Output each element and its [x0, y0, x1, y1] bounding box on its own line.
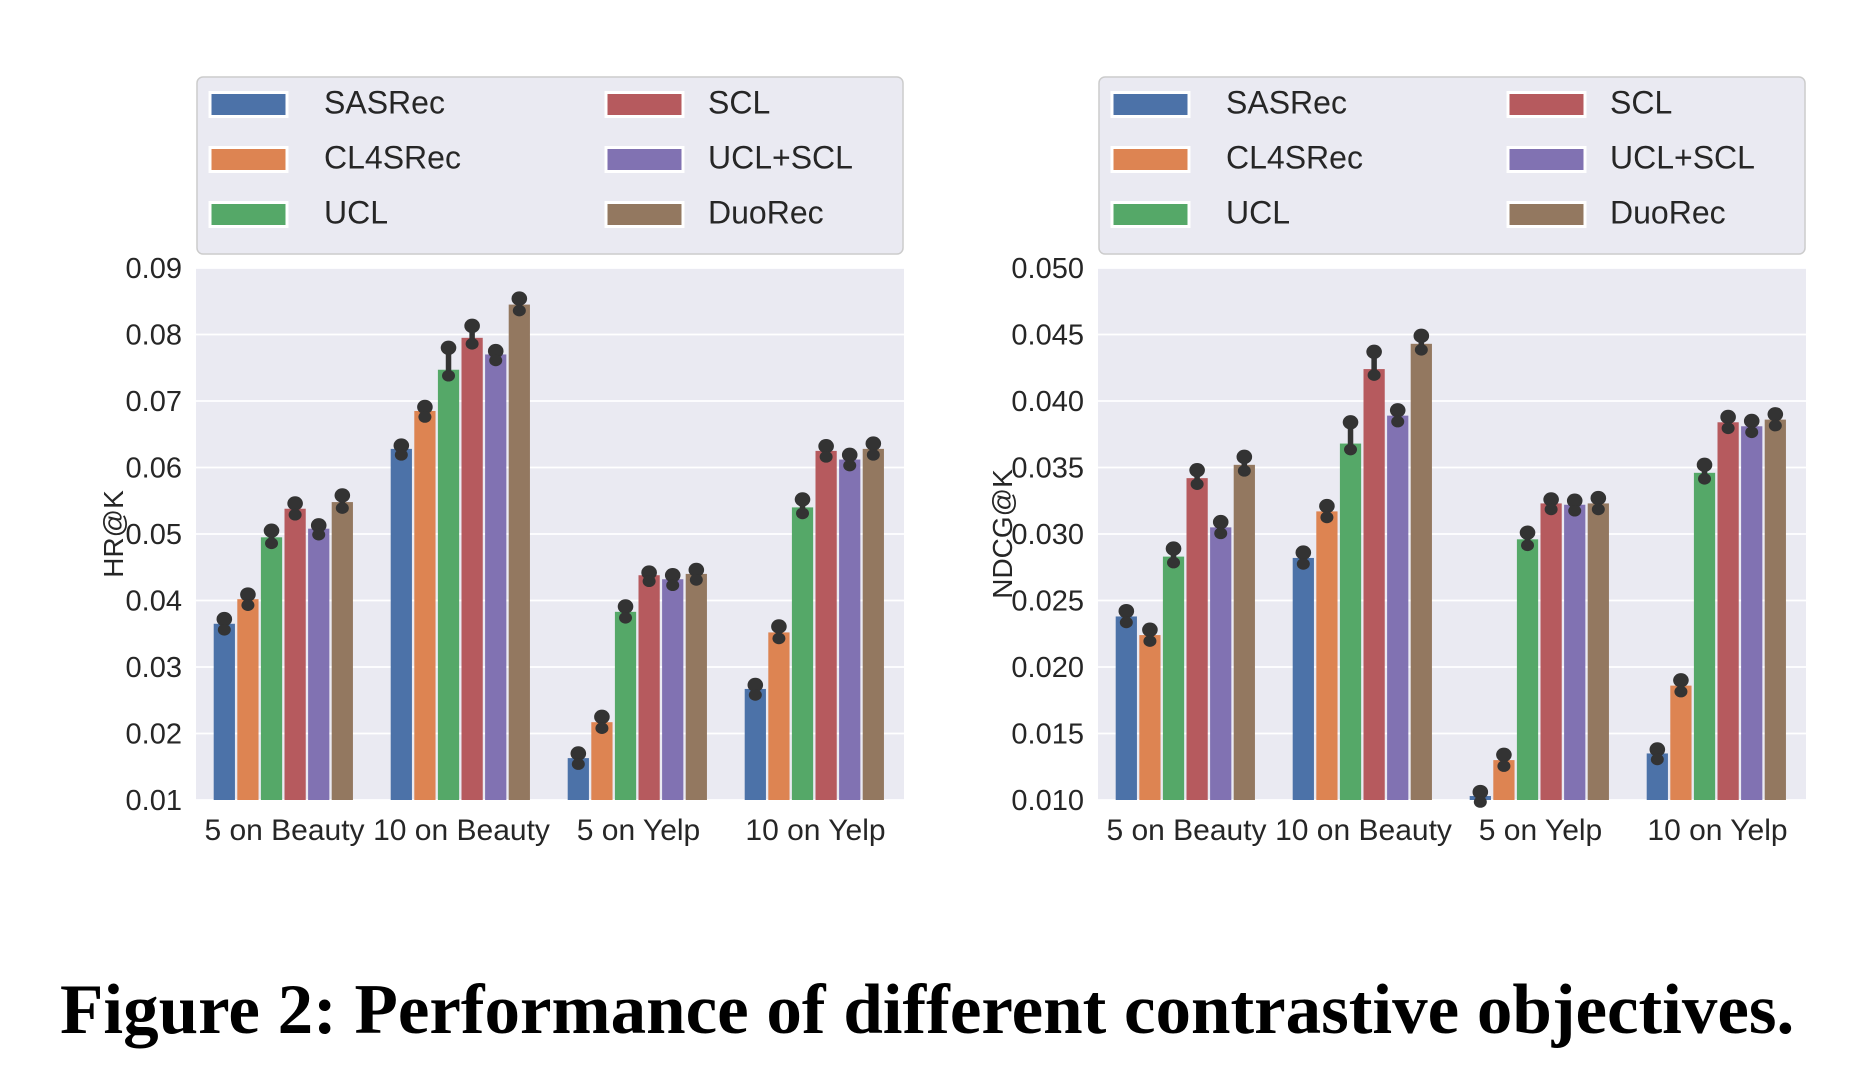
svg-text:0.09: 0.09 — [126, 253, 182, 285]
svg-text:5 on Beauty: 5 on Beauty — [1106, 814, 1266, 847]
svg-text:0.010: 0.010 — [1011, 785, 1084, 817]
svg-text:CL4SRec: CL4SRec — [324, 140, 461, 176]
svg-text:CL4SRec: CL4SRec — [1226, 140, 1363, 176]
svg-text:SCL: SCL — [708, 85, 770, 121]
svg-text:0.030: 0.030 — [1011, 519, 1084, 551]
svg-text:0.06: 0.06 — [126, 453, 182, 485]
svg-text:5 on Beauty: 5 on Beauty — [204, 814, 364, 847]
svg-text:0.040: 0.040 — [1011, 386, 1084, 418]
svg-text:0.03: 0.03 — [126, 652, 182, 684]
svg-text:0.07: 0.07 — [126, 386, 182, 418]
svg-text:10 on Yelp: 10 on Yelp — [1647, 814, 1787, 847]
svg-text:NDCG@K: NDCG@K — [987, 469, 1018, 599]
svg-text:SASRec: SASRec — [324, 85, 445, 121]
svg-text:10 on Beauty: 10 on Beauty — [373, 814, 550, 847]
svg-text:UCL: UCL — [324, 195, 388, 231]
svg-text:0.015: 0.015 — [1011, 719, 1084, 751]
svg-text:HR@K: HR@K — [98, 490, 129, 578]
svg-text:SASRec: SASRec — [1226, 85, 1347, 121]
svg-text:0.020: 0.020 — [1011, 652, 1084, 684]
svg-text:0.02: 0.02 — [126, 719, 182, 751]
svg-text:UCL+SCL: UCL+SCL — [708, 140, 853, 176]
svg-text:5 on Yelp: 5 on Yelp — [577, 814, 700, 847]
svg-text:DuoRec: DuoRec — [1610, 195, 1726, 231]
svg-text:DuoRec: DuoRec — [708, 195, 824, 231]
svg-text:5 on Yelp: 5 on Yelp — [1479, 814, 1602, 847]
svg-text:0.08: 0.08 — [126, 320, 182, 352]
svg-text:0.045: 0.045 — [1011, 320, 1084, 352]
svg-text:0.04: 0.04 — [126, 586, 182, 618]
svg-text:UCL+SCL: UCL+SCL — [1610, 140, 1755, 176]
svg-text:0.05: 0.05 — [126, 519, 182, 551]
svg-text:10 on Yelp: 10 on Yelp — [745, 814, 885, 847]
svg-text:0.035: 0.035 — [1011, 453, 1084, 485]
svg-text:SCL: SCL — [1610, 85, 1672, 121]
svg-text:0.025: 0.025 — [1011, 586, 1084, 618]
svg-text:0.050: 0.050 — [1011, 253, 1084, 285]
svg-text:10 on Beauty: 10 on Beauty — [1275, 814, 1452, 847]
svg-text:0.01: 0.01 — [126, 785, 182, 817]
svg-text:UCL: UCL — [1226, 195, 1290, 231]
